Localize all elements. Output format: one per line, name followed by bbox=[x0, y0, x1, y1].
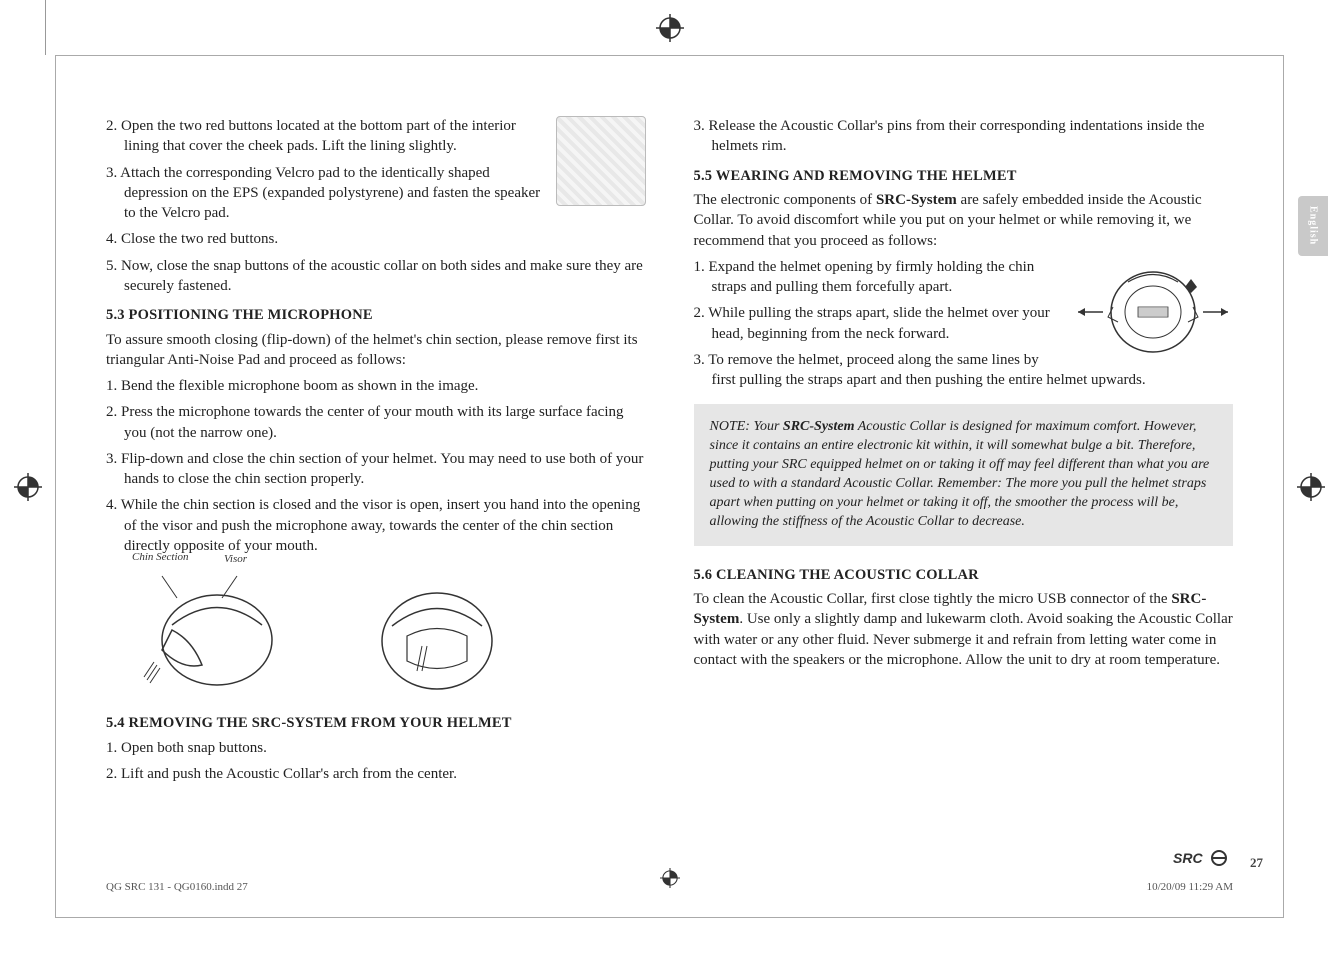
step-list-5-3: 1. Bend the flexible microphone boom as … bbox=[106, 376, 646, 556]
registration-mark-top bbox=[656, 14, 684, 42]
footer-filename: QG SRC 131 - QG0160.indd 27 bbox=[106, 881, 248, 893]
note-text: NOTE: Your bbox=[710, 419, 783, 434]
step-5-3-4: 4. While the chin section is closed and … bbox=[106, 495, 646, 556]
label-visor: Visor bbox=[224, 552, 247, 567]
label-chin-section: Chin Section bbox=[132, 550, 189, 565]
step-5-4-3: 3. Release the Acoustic Collar's pins fr… bbox=[694, 116, 1234, 157]
step-5-3-1: 1. Bend the flexible microphone boom as … bbox=[106, 376, 646, 396]
cheek-pad-illustration bbox=[556, 116, 646, 206]
step-4: 4. Close the two red buttons. bbox=[106, 229, 646, 249]
note-box: NOTE: Your SRC-System Acoustic Collar is… bbox=[694, 404, 1234, 545]
src-system-bold: SRC-System bbox=[876, 192, 957, 208]
helmet-diagram-2 bbox=[362, 576, 512, 696]
chin-section-diagram: Chin Section Visor bbox=[142, 570, 646, 696]
step-5: 5. Now, close the snap buttons of the ac… bbox=[106, 256, 646, 297]
heading-5-4: 5.4 REMOVING THE SRC-SYSTEM FROM YOUR HE… bbox=[106, 714, 646, 734]
helmet-opening-illustration bbox=[1073, 257, 1233, 367]
step-5-3-3: 3. Flip-down and close the chin section … bbox=[106, 449, 646, 490]
txt: The electronic components of bbox=[694, 192, 876, 208]
step-5-4-2: 2. Lift and push the Acoustic Collar's a… bbox=[106, 764, 646, 784]
para-5-6: To clean the Acoustic Collar, first clos… bbox=[694, 589, 1234, 670]
step-5-4-1: 1. Open both snap buttons. bbox=[106, 738, 646, 758]
helmet-diagram-1 bbox=[142, 570, 292, 690]
heading-5-6: 5.6 CLEANING THE ACOUSTIC COLLAR bbox=[694, 566, 1234, 586]
right-column: 3. Release the Acoustic Collar's pins fr… bbox=[694, 116, 1234, 790]
language-tab: English bbox=[1298, 196, 1328, 256]
registration-mark-right bbox=[1297, 473, 1325, 501]
registration-mark-left bbox=[14, 473, 42, 501]
txt: . Use only a slightly damp and lukewarm … bbox=[694, 611, 1233, 668]
heading-5-3: 5.3 POSITIONING THE MICROPHONE bbox=[106, 306, 646, 326]
left-column: 2. Open the two red buttons located at t… bbox=[106, 116, 646, 790]
src-logo: SRC bbox=[1173, 848, 1233, 873]
footer-timestamp: 10/20/09 11:29 AM bbox=[1147, 881, 1233, 893]
para-5-5-intro: The electronic components of SRC-System … bbox=[694, 190, 1234, 251]
trim-line bbox=[45, 0, 46, 55]
svg-text:SRC: SRC bbox=[1173, 850, 1203, 866]
registration-mark-bottom bbox=[660, 868, 680, 893]
note-bold: SRC-System bbox=[783, 419, 855, 434]
step-5-3-2: 2. Press the microphone towards the cent… bbox=[106, 402, 646, 443]
para-5-3-intro: To assure smooth closing (flip-down) of … bbox=[106, 330, 646, 371]
page-number: 27 bbox=[1250, 855, 1263, 871]
heading-5-5: 5.5 WEARING AND REMOVING THE HELMET bbox=[694, 167, 1234, 187]
txt: To clean the Acoustic Collar, first clos… bbox=[694, 591, 1172, 607]
note-text: Acoustic Collar is designed for maximum … bbox=[710, 419, 1210, 528]
page-frame: English 2. Open the two red buttons loca… bbox=[55, 55, 1284, 918]
step-list-5-4-cont: 3. Release the Acoustic Collar's pins fr… bbox=[694, 116, 1234, 157]
step-list-5-4: 1. Open both snap buttons. 2. Lift and p… bbox=[106, 738, 646, 785]
two-column-layout: 2. Open the two red buttons located at t… bbox=[106, 116, 1233, 790]
